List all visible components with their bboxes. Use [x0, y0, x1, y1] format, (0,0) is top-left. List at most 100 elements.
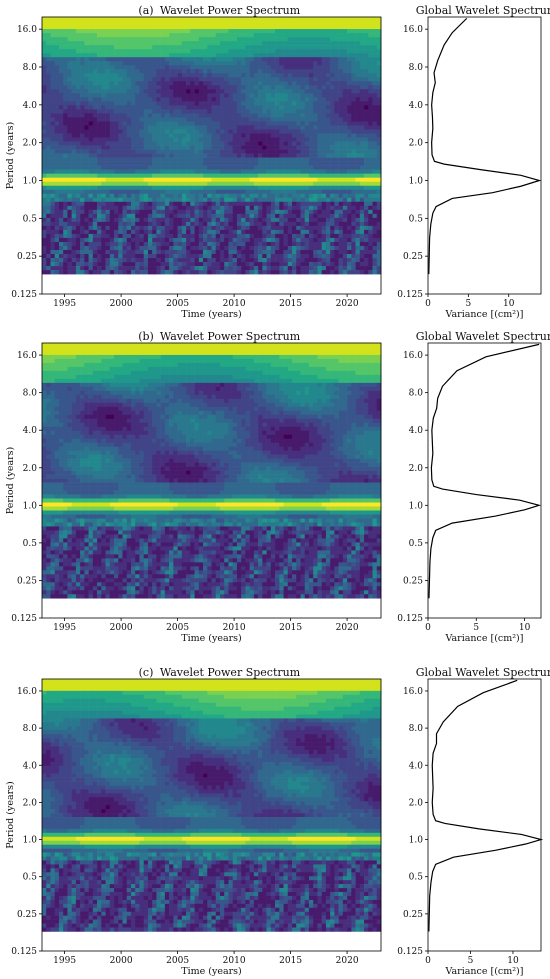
- x-tick-label: 2000: [110, 956, 133, 966]
- x-tick-label: 2020: [336, 299, 359, 309]
- x-tick-label: 2005: [166, 299, 189, 309]
- plot-frame: [41, 342, 382, 619]
- panel-title: Global Wavelet Spectrum: [416, 666, 550, 679]
- y-tick-label: 4.0: [23, 761, 38, 771]
- y-tick-label: 0.125: [397, 614, 423, 624]
- y-tick-label: 4.0: [23, 101, 38, 111]
- x-tick-label: 2015: [279, 299, 302, 309]
- y-tick-label: 1.0: [23, 501, 38, 511]
- wavelet-power-spectrum-panel: 1995 2000 2005 2010 2015 2020 0.125 0.25 0.5 1.0 2…: [5, 666, 382, 977]
- wavelet-power-spectrum-panel: 1995 2000 2005 2010 2015 2020 0.125 0.25 0.5 1.0 2…: [5, 330, 382, 644]
- y-tick-label: 1.0: [409, 836, 424, 846]
- y-tick-label: 0.5: [409, 539, 424, 549]
- panel-title: Wavelet Power Spectrum: [160, 4, 301, 17]
- x-tick-label: 2005: [166, 623, 189, 633]
- y-tick-label: 1.0: [409, 501, 424, 511]
- y-tick-label: 0.125: [397, 947, 423, 957]
- x-tick-label: 1995: [53, 299, 76, 309]
- panel-title: Global Wavelet Spectrum: [416, 4, 550, 17]
- x-axis-label: Time (years): [181, 309, 242, 320]
- y-tick-label: 0.5: [23, 539, 38, 549]
- panel-title: Wavelet Power Spectrum: [160, 666, 301, 679]
- x-tick-label: 0: [425, 956, 431, 966]
- y-tick-label: 0.125: [11, 614, 37, 624]
- y-tick-label: 0.25: [17, 252, 37, 262]
- x-tick-label: 2020: [336, 623, 359, 633]
- heatmap-cells: [42, 343, 382, 599]
- x-tick-label: 10: [519, 623, 531, 633]
- x-tick-label: 2015: [279, 956, 302, 966]
- y-tick-label: 0.5: [409, 214, 424, 224]
- x-axis-label: Time (years): [181, 966, 242, 977]
- y-tick-label: 2.0: [409, 139, 424, 149]
- x-tick-label: 1995: [53, 956, 76, 966]
- y-tick-label: 0.25: [403, 576, 423, 586]
- panel-title: Global Wavelet Spectrum: [416, 330, 550, 343]
- panel-label: (a): [138, 4, 153, 17]
- x-tick-label: 2010: [223, 956, 246, 966]
- y-tick-label: 16.0: [403, 25, 423, 35]
- global-spectrum-line: [428, 17, 542, 275]
- global-wavelet-spectrum-panel: 0 5 10 0.125 0.25 0.5 1.0 2.0 4.0 8.0 16.0 Global W…: [397, 330, 550, 644]
- y-tick-label: 8.0: [409, 724, 424, 734]
- y-tick-label: 4.0: [23, 426, 38, 436]
- global-wavelet-spectrum-panel: 0 5 10 0.125 0.25 0.5 1.0 2.0 4.0 8.0 16.0 Global W…: [397, 666, 550, 977]
- x-axis-label: Variance [(cm²)]: [445, 633, 524, 644]
- x-axis-label: Time (years): [181, 633, 242, 644]
- y-tick-label: 2.0: [23, 798, 38, 808]
- y-tick-label: 16.0: [17, 687, 37, 697]
- y-tick-label: 2.0: [23, 464, 38, 474]
- y-tick-label: 16.0: [17, 25, 37, 35]
- y-tick-label: 0.5: [409, 873, 424, 883]
- y-tick-label: 8.0: [409, 63, 424, 73]
- x-tick-label: 2010: [223, 623, 246, 633]
- x-tick-label: 5: [468, 956, 474, 966]
- y-tick-label: 8.0: [23, 63, 38, 73]
- y-tick-label: 2.0: [23, 139, 38, 149]
- y-tick-label: 16.0: [403, 687, 423, 697]
- global-wavelet-spectrum-panel: 0 5 10 0.125 0.25 0.5 1.0 2.0 4.0 8.0 16.0 Global W…: [397, 4, 550, 320]
- x-tick-label: 10: [507, 956, 519, 966]
- x-tick-label: 1995: [53, 623, 76, 633]
- y-tick-label: 8.0: [23, 389, 38, 399]
- y-tick-label: 0.125: [397, 290, 423, 300]
- x-tick-label: 5: [473, 623, 479, 633]
- x-axis-label: Variance [(cm²)]: [445, 309, 524, 320]
- panel-label: (c): [139, 666, 154, 679]
- y-tick-label: 0.125: [11, 290, 37, 300]
- y-tick-label: 0.25: [17, 576, 37, 586]
- y-tick-label: 0.25: [403, 910, 423, 920]
- y-tick-label: 16.0: [17, 351, 37, 361]
- heatmap-cells: [42, 679, 382, 932]
- plot-frame: [427, 678, 542, 952]
- x-tick-label: 2005: [166, 956, 189, 966]
- x-tick-label: 2000: [110, 299, 133, 309]
- y-tick-label: 2.0: [409, 798, 424, 808]
- plot-frame: [41, 16, 382, 295]
- y-tick-label: 8.0: [23, 724, 38, 734]
- panel-title: Wavelet Power Spectrum: [160, 330, 301, 343]
- x-tick-label: 0: [425, 299, 431, 309]
- y-tick-label: 0.5: [23, 214, 38, 224]
- y-tick-label: 4.0: [409, 101, 424, 111]
- wavelet-power-spectrum-panel: 1995 2000 2005 2010 2015 2020 0.125 0.25 0.5 1.0 2…: [5, 4, 382, 320]
- y-tick-label: 0.25: [17, 910, 37, 920]
- heatmap-cells: [42, 17, 382, 275]
- plot-frame: [41, 678, 382, 952]
- y-tick-label: 0.5: [23, 873, 38, 883]
- y-axis-label: Period (years): [5, 122, 16, 189]
- x-tick-label: 2015: [279, 623, 302, 633]
- panel-label: (b): [138, 330, 154, 343]
- x-tick-label: 2010: [223, 299, 246, 309]
- y-tick-label: 4.0: [409, 761, 424, 771]
- y-tick-label: 1.0: [23, 177, 38, 187]
- y-tick-label: 16.0: [403, 351, 423, 361]
- y-tick-label: 8.0: [409, 389, 424, 399]
- x-tick-label: 2020: [336, 956, 359, 966]
- x-axis-label: Variance [(cm²)]: [445, 966, 524, 977]
- y-tick-label: 1.0: [409, 177, 424, 187]
- global-spectrum-line: [428, 343, 542, 599]
- plot-frame: [427, 16, 542, 295]
- plot-frame: [427, 342, 542, 619]
- y-tick-label: 4.0: [409, 426, 424, 436]
